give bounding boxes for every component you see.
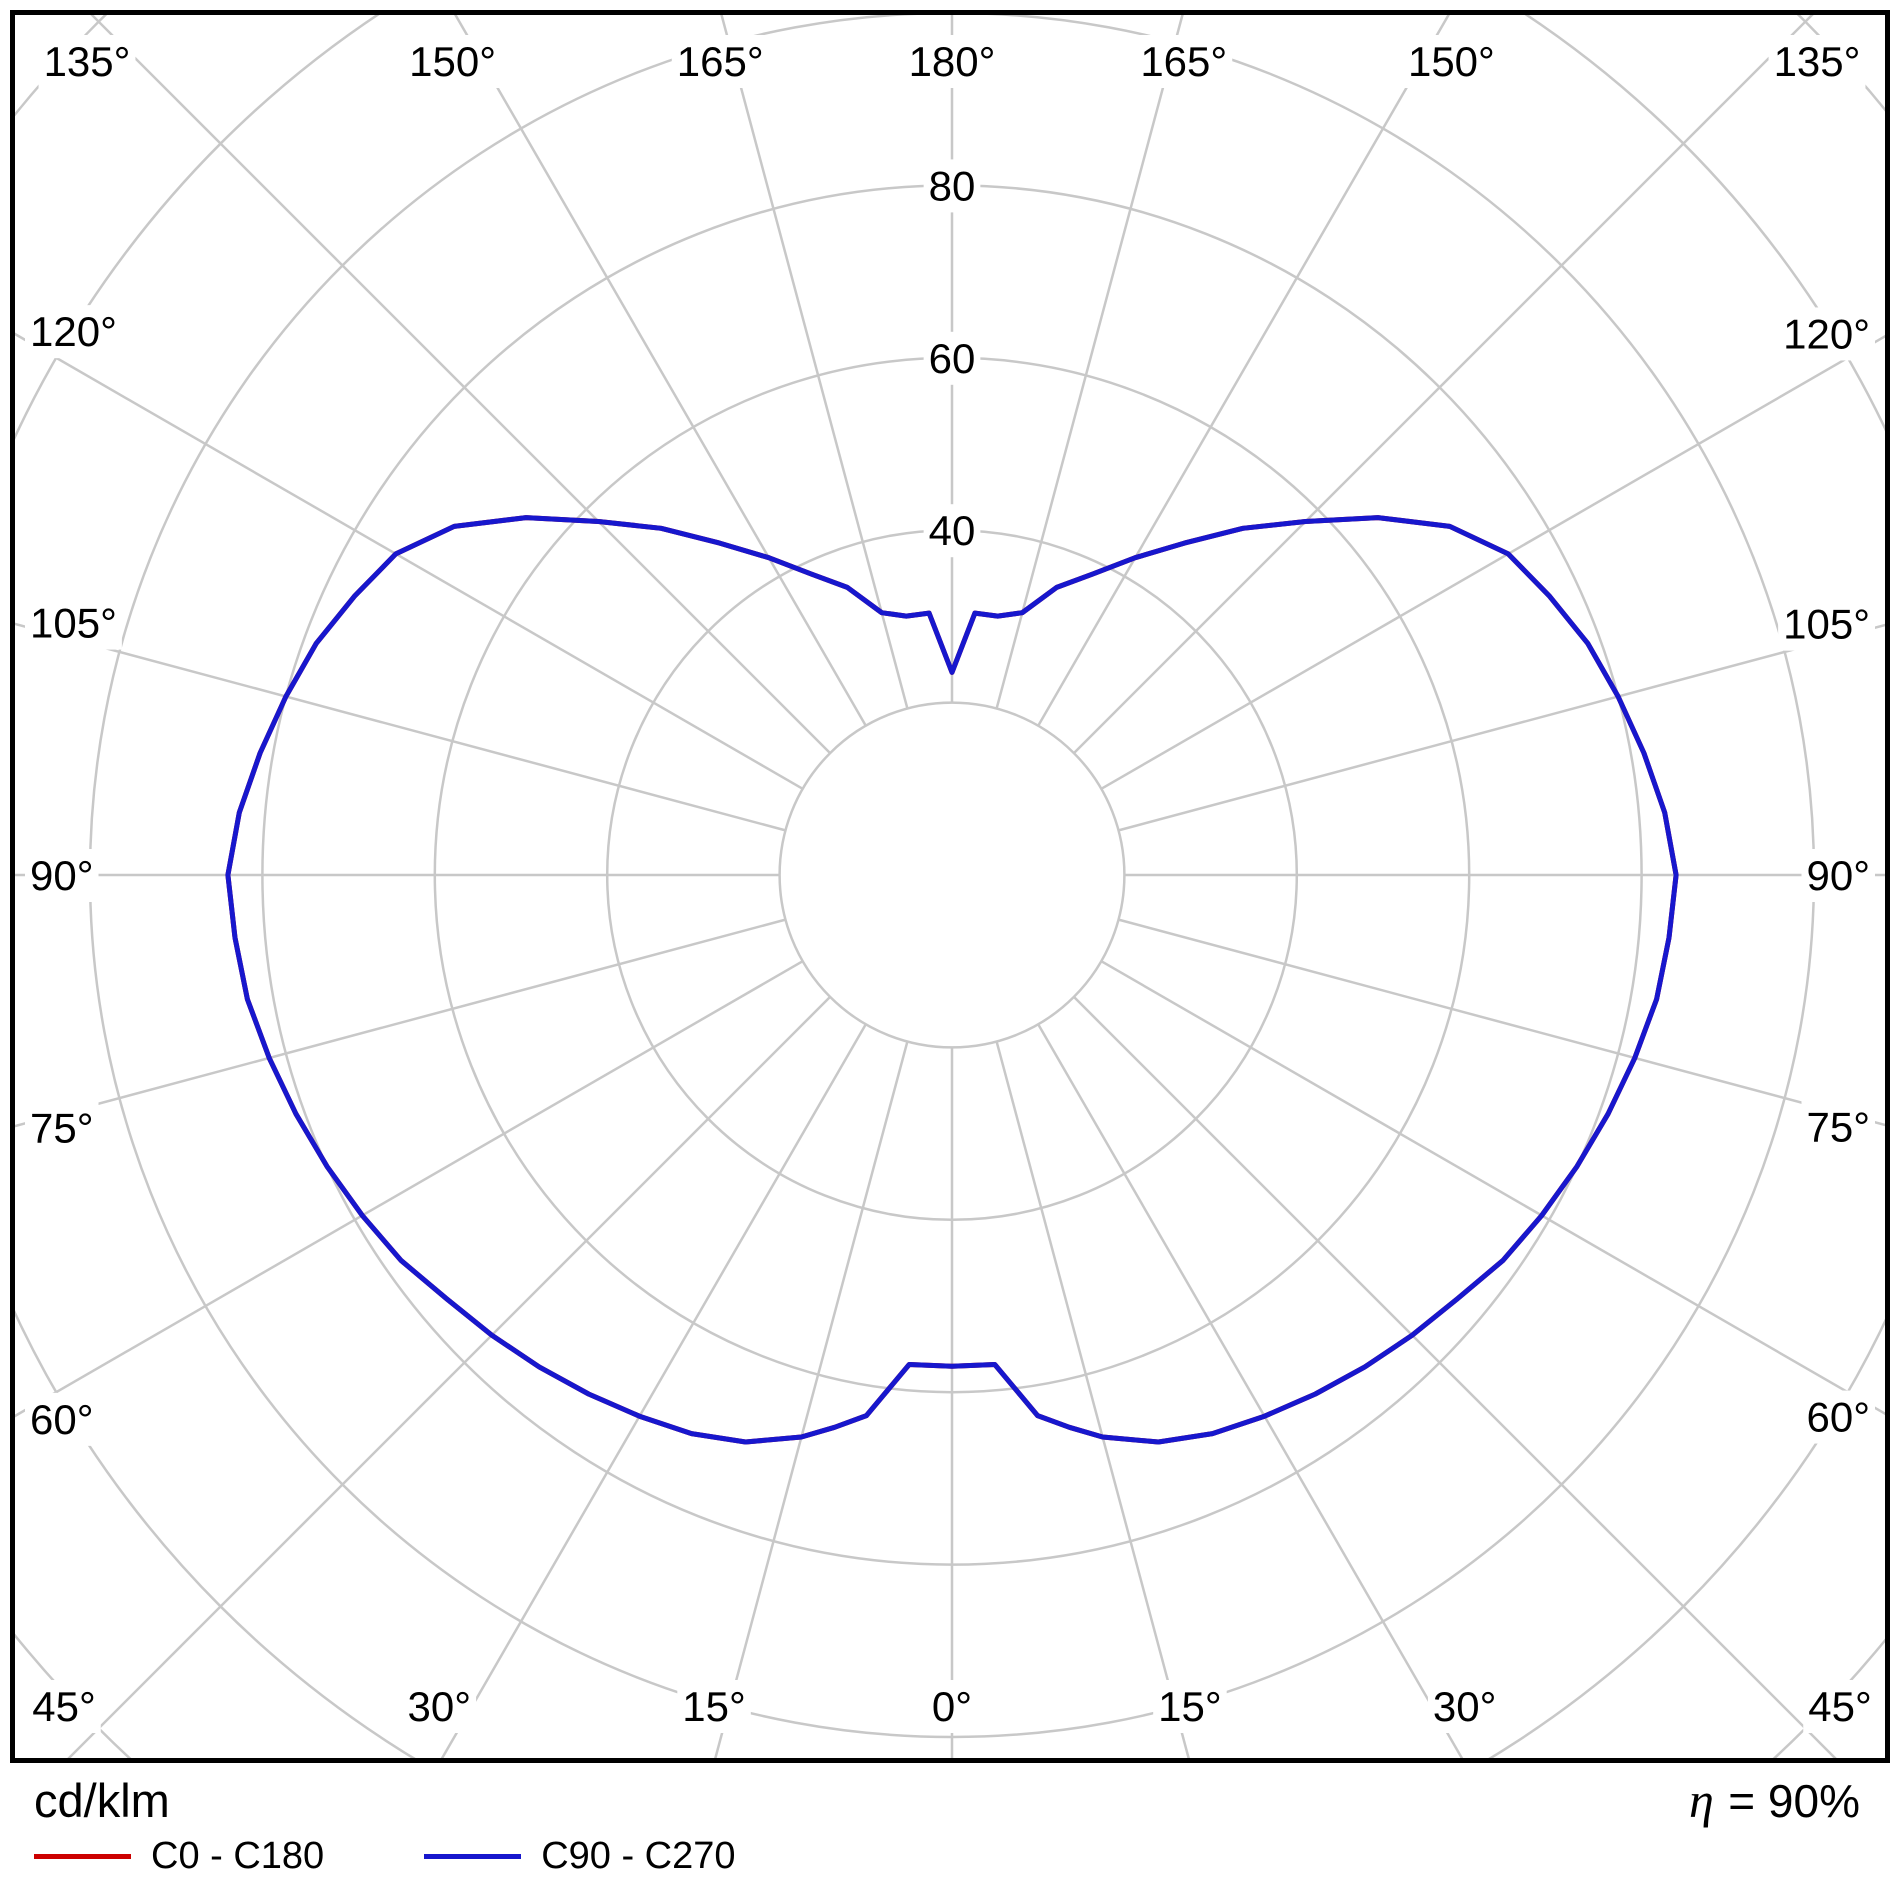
- legend-label-c0-c180: C0 - C180: [151, 1835, 325, 1877]
- label-background: [25, 849, 99, 902]
- chart-area: 0° 15° 15° 30° 30° 45° 45° 60° 60° 75° 75° 90° 90° 10…: [10, 10, 1890, 1763]
- grid-spoke: [1118, 918, 1890, 1128]
- legend-item-c90-c270: C90 - C270: [424, 1835, 736, 1878]
- angle-label: 60°: [1806, 1394, 1870, 1441]
- grid-spoke: [451, 10, 867, 727]
- label-background: [671, 35, 769, 88]
- grid-spoke: [1118, 622, 1890, 832]
- label-background: [25, 305, 122, 359]
- label-background: [1427, 1680, 1502, 1733]
- legend-label-c90-c270: C90 - C270: [541, 1835, 736, 1877]
- grid-spoke: [995, 1041, 1192, 1763]
- chart-border-rect: [10, 10, 1890, 1763]
- label-background: [1803, 1680, 1877, 1733]
- label-background: [1768, 35, 1866, 88]
- angle-label: 60°: [30, 1396, 94, 1443]
- label-background: [1135, 35, 1233, 88]
- angle-label: 90°: [1806, 852, 1870, 899]
- grid-spoke: [86, 10, 831, 754]
- efficiency-label: η = 90%: [1689, 1771, 1860, 1829]
- label-background: [27, 1680, 101, 1733]
- label-background: [1801, 1390, 1875, 1444]
- angle-label: 45°: [1808, 1683, 1872, 1730]
- eta-value: = 90%: [1728, 1775, 1860, 1827]
- legend-line-red: [34, 1854, 131, 1859]
- angle-label: 30°: [408, 1683, 472, 1730]
- legend-line-blue: [424, 1854, 522, 1859]
- grid-spoke: [10, 960, 804, 1420]
- label-background: [1778, 307, 1875, 361]
- label-background: [923, 331, 981, 385]
- angle-label: 150°: [1408, 38, 1495, 85]
- legend-item-c0-c180: C0 - C180: [34, 1835, 324, 1878]
- label-background: [923, 159, 981, 213]
- label-background: [677, 1680, 751, 1733]
- label-background: [1801, 1100, 1875, 1154]
- grid-spoke: [1100, 332, 1890, 790]
- label-background: [1153, 1680, 1227, 1733]
- eta-symbol: η: [1689, 1772, 1714, 1828]
- label-background: [25, 1101, 99, 1155]
- label-background: [402, 1680, 477, 1733]
- grid-spoke: [10, 621, 786, 832]
- label-background: [25, 596, 122, 650]
- label-background: [1778, 597, 1875, 651]
- angle-label: 15°: [1158, 1683, 1222, 1730]
- grid-spoke: [712, 1041, 909, 1763]
- label-background: [926, 1680, 978, 1733]
- grid-spoke: [1037, 1023, 1466, 1763]
- label-background: [404, 35, 502, 88]
- radial-tick-label: 40: [929, 507, 976, 554]
- angle-label: 120°: [1783, 310, 1870, 357]
- angle-label: 180°: [909, 38, 996, 85]
- axis-labels: 0° 15° 15° 30° 30° 45° 45° 60° 60° 75° 75° 90° 90° 10…: [25, 35, 1877, 1733]
- angle-label: 0°: [932, 1683, 972, 1730]
- grid-ring: [10, 10, 1890, 1763]
- angle-label: 165°: [1140, 38, 1227, 85]
- angle-label: 135°: [44, 38, 131, 85]
- label-background: [1402, 35, 1500, 88]
- angle-label: 135°: [1774, 38, 1861, 85]
- radial-tick-label: 80: [929, 162, 976, 209]
- grid-spoke: [995, 10, 1185, 709]
- angle-label: 150°: [409, 38, 496, 85]
- grid-spoke: [1073, 10, 1818, 754]
- angle-label: 105°: [30, 600, 117, 647]
- label-background: [38, 35, 136, 88]
- label-background: [1801, 849, 1875, 902]
- intensity-curves: [225, 515, 1679, 1445]
- polar-chart-svg: 0° 15° 15° 30° 30° 45° 45° 60° 60° 75° 75° 90° 90° 10…: [10, 10, 1890, 1763]
- grid-spoke: [1073, 996, 1841, 1763]
- chart-border: [10, 10, 1890, 1763]
- legend: C0 - C180 C90 - C270: [10, 1835, 1890, 1878]
- angle-label: 90°: [30, 852, 94, 899]
- grid-spoke: [719, 10, 909, 709]
- angle-label: 105°: [1783, 601, 1870, 648]
- angle-label: 165°: [677, 38, 764, 85]
- angle-label: 75°: [30, 1104, 94, 1151]
- angle-label: 75°: [1806, 1103, 1870, 1150]
- angle-label: 15°: [682, 1683, 746, 1730]
- grid-spoke: [63, 996, 831, 1763]
- radial-tick-label: 60: [929, 335, 976, 382]
- grid-ring: [10, 10, 1890, 1763]
- curve-c90-c270: [225, 515, 1679, 1445]
- label-background: [903, 35, 1001, 88]
- grid-spoke: [1100, 960, 1890, 1418]
- label-background: [923, 504, 981, 558]
- grid-spoke: [10, 918, 786, 1129]
- grid-spoke: [1037, 10, 1453, 727]
- grid-spoke: [10, 330, 804, 790]
- footer-top-row: cd/klm η = 90%: [10, 1767, 1890, 1829]
- angle-label: 45°: [32, 1683, 96, 1730]
- chart-footer: cd/klm η = 90% C0 - C180 C90 - C270: [10, 1767, 1890, 1900]
- units-label: cd/klm: [34, 1774, 170, 1827]
- angle-label: 120°: [30, 308, 117, 355]
- grid-ring: [778, 701, 1126, 1049]
- label-background: [25, 1392, 99, 1446]
- polar-grid: [10, 10, 1890, 1763]
- grid-spoke: [438, 1023, 867, 1763]
- angle-label: 30°: [1433, 1683, 1497, 1730]
